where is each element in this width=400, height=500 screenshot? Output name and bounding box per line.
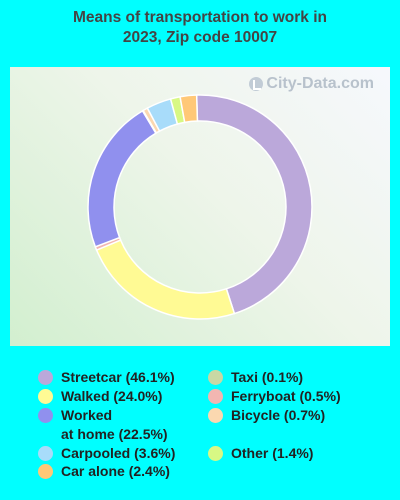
chart-title: Means of transportation to work in 2023,…	[72, 9, 328, 46]
donut-slice	[179, 94, 199, 124]
donut-slice	[95, 239, 236, 320]
donut-slice	[87, 109, 157, 248]
donut-slice	[195, 94, 313, 315]
city-data-logo-icon	[249, 77, 264, 91]
watermark: City-Data.com	[249, 75, 374, 93]
watermark-text: City-Data.com	[266, 75, 374, 92]
